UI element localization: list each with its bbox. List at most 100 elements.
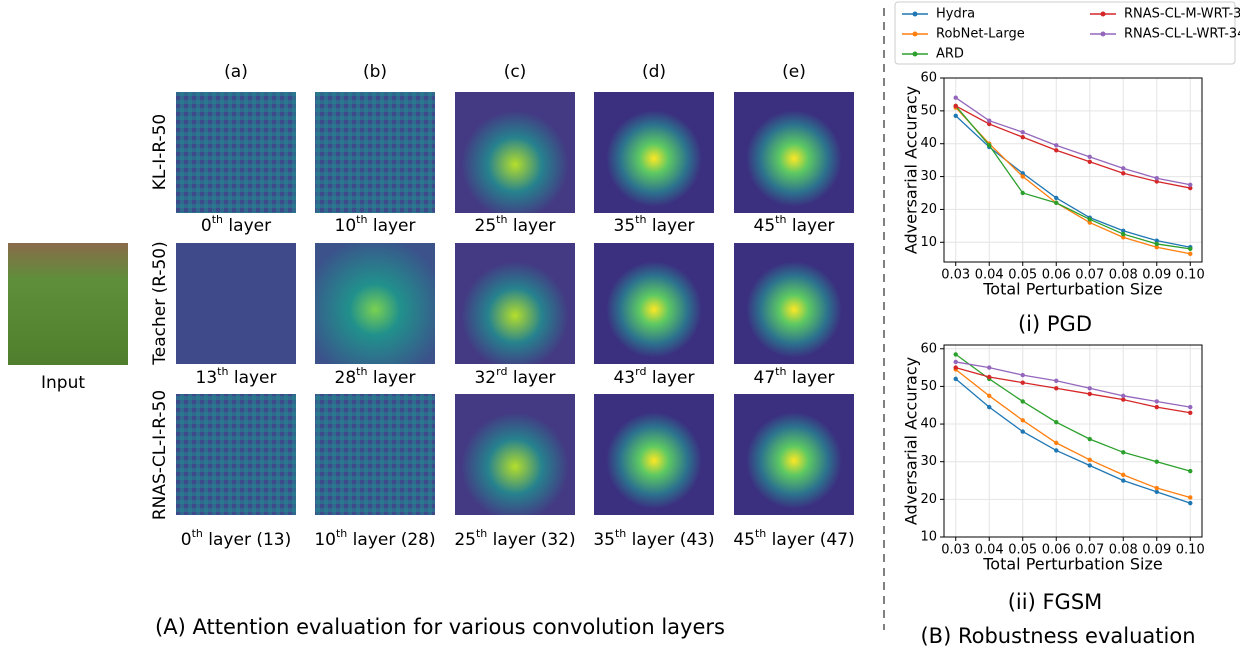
column-label: (a): [224, 62, 248, 82]
data-point: [1087, 217, 1092, 222]
layer-number: 28: [335, 368, 357, 388]
layer-caption: 0th layer (13): [181, 527, 291, 550]
layer-suffix: th: [775, 365, 786, 378]
layer-text: layer: [367, 368, 415, 388]
x-tick-label: 0.08: [1109, 268, 1138, 283]
layer-caption: 25th layer: [475, 213, 556, 236]
layer-caption: 10th layer (28): [314, 527, 435, 550]
data-point: [953, 352, 958, 357]
legend-label: RNAS-CL-M-WRT-34: [1124, 7, 1240, 22]
heatmap: [594, 92, 714, 213]
layer-number: 35: [614, 216, 636, 236]
x-tick-label: 0.09: [1142, 543, 1171, 558]
data-point: [1087, 457, 1092, 463]
series-line: [955, 105, 1191, 189]
x-axis-label: Total Perturbation Size: [982, 280, 1162, 299]
layer-text: layer (47): [766, 530, 854, 550]
chart-subtitle: (ii) FGSM: [1008, 590, 1103, 614]
data-point: [1121, 231, 1126, 237]
layer-suffix: th: [496, 213, 507, 226]
layer-suffix: th: [356, 213, 367, 226]
series-line: [955, 115, 1191, 248]
series-line: [955, 97, 1191, 186]
layer-number: 35: [593, 530, 615, 550]
data-point: [987, 118, 992, 123]
data-point: [1121, 478, 1126, 483]
heatmap: [315, 394, 435, 515]
data-point: [1188, 182, 1193, 187]
data-point: [987, 393, 992, 399]
layer-suffix: th: [217, 365, 228, 378]
y-axis-label: Adversarial Accuracy: [902, 86, 921, 254]
data-point: [1087, 154, 1092, 160]
column-label: (e): [782, 62, 806, 82]
layer-text: layer (28): [347, 530, 435, 550]
legend-label: RobNet-Large: [936, 27, 1025, 42]
heatmap: [734, 394, 854, 515]
data-point: [1154, 489, 1159, 495]
data-point: [1154, 404, 1159, 410]
heatmap: [734, 92, 854, 213]
chart-subtitle: (i) PGD: [1018, 312, 1092, 336]
layer-number: 47: [754, 368, 776, 388]
data-point: [1054, 448, 1059, 453]
layer-suffix: th: [192, 527, 203, 540]
x-tick-label: 0.03: [941, 268, 970, 283]
x-tick-label: 0.06: [1042, 268, 1071, 283]
layer-number: 25: [475, 216, 497, 236]
data-point: [953, 95, 958, 100]
row-label: KL-I-R-50: [150, 114, 170, 191]
y-axis-label: Adversarial Accuracy: [902, 357, 921, 525]
y-tick-label: 50: [920, 379, 937, 394]
heatmap: [315, 243, 435, 364]
data-point: [953, 103, 958, 109]
plot-frame: [943, 77, 1203, 263]
data-point: [1154, 241, 1159, 247]
heatmap: [315, 92, 435, 213]
data-point: [1054, 195, 1059, 201]
layer-caption: 45th layer: [754, 213, 835, 236]
series-line: [955, 366, 1191, 414]
x-tick-label: 0.08: [1109, 543, 1138, 558]
heatmap: [176, 243, 296, 364]
row-label: RNAS-CL-I-R-50: [150, 390, 170, 520]
y-tick-label: 10: [920, 530, 937, 545]
data-point: [953, 376, 958, 382]
y-tick-label: 10: [920, 235, 937, 250]
layer-number: 13: [196, 368, 218, 388]
x-tick-label: 0.06: [1042, 543, 1071, 558]
x-tick-label: 0.03: [941, 543, 970, 558]
heatmap: [176, 394, 296, 515]
layer-number: 32: [474, 368, 496, 388]
layer-suffix: th: [635, 213, 646, 226]
x-tick-label: 0.05: [1008, 268, 1037, 283]
series-line: [955, 107, 1191, 255]
x-tick-label: 0.07: [1075, 268, 1104, 283]
heatmap: [455, 394, 575, 515]
layer-number: 25: [454, 530, 476, 550]
x-tick-label: 0.04: [975, 268, 1004, 283]
layer-number: 0: [181, 530, 192, 550]
layer-number: 43: [613, 368, 635, 388]
layer-caption: 35th layer (43): [593, 527, 714, 550]
legend-label: ARD: [936, 47, 964, 62]
layer-text: layer (32): [487, 530, 575, 550]
legend-marker: [912, 11, 918, 17]
data-point: [1121, 450, 1126, 455]
legend: [894, 1, 1236, 65]
column-label: (c): [504, 62, 527, 82]
y-tick-label: 20: [920, 492, 937, 507]
data-point: [1054, 378, 1059, 383]
data-point: [1020, 134, 1025, 140]
x-tick-label: 0.07: [1075, 543, 1104, 558]
layer-text: layer: [228, 368, 276, 388]
layer-caption: 13th layer: [196, 365, 277, 388]
x-tick-label: 0.04: [975, 543, 1004, 558]
data-point: [1188, 251, 1193, 256]
data-point: [1154, 399, 1159, 404]
y-tick-label: 30: [920, 454, 937, 469]
data-point: [987, 365, 992, 370]
data-point: [1121, 393, 1126, 399]
x-tick-label: 0.10: [1176, 268, 1205, 283]
data-point: [953, 365, 958, 370]
